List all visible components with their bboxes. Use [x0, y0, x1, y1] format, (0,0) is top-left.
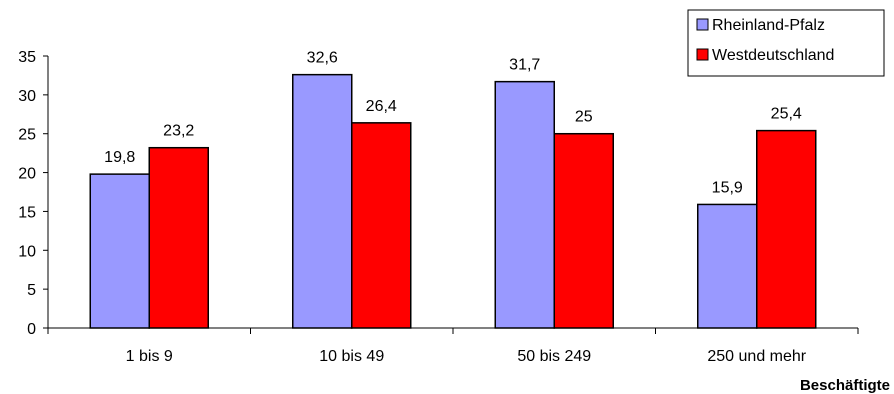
- y-tick-label: 30: [18, 88, 36, 105]
- bar-rheinland-pfalz: [697, 203, 758, 329]
- data-label: 15,9: [712, 179, 743, 196]
- bars: [89, 73, 817, 329]
- legend-swatch: [696, 18, 709, 31]
- bar-westdeutschland: [148, 146, 209, 329]
- data-label: 25,4: [771, 106, 802, 123]
- bar-westdeutschland: [351, 122, 412, 329]
- x-tick-label: 250 und mehr: [707, 348, 806, 365]
- data-label: 19,8: [104, 149, 135, 166]
- bar-westdeutschland: [553, 132, 614, 329]
- legend: Rheinland-Pfalz Westdeutschland: [687, 9, 885, 77]
- bar-rheinland-pfalz: [89, 173, 150, 329]
- y-tick-label: 0: [27, 321, 36, 338]
- y-tick-label: 25: [18, 127, 36, 144]
- legend-swatch: [696, 48, 709, 61]
- y-tick-label: 35: [18, 49, 36, 66]
- bar-rheinland-pfalz: [292, 73, 353, 329]
- x-tick-label: 10 bis 49: [319, 348, 384, 365]
- y-tick-label: 20: [18, 166, 36, 183]
- bar-rheinland-pfalz: [494, 80, 555, 329]
- legend-label: Westdeutschland: [712, 47, 834, 64]
- legend-frame: [687, 9, 885, 77]
- x-axis-title: Beschäftigte: [800, 377, 890, 394]
- data-label: 32,6: [307, 50, 338, 67]
- data-label: 26,4: [366, 98, 397, 115]
- x-tick-label: 50 bis 249: [517, 348, 591, 365]
- data-label: 23,2: [163, 123, 194, 140]
- y-tick-label: 15: [18, 204, 36, 221]
- bar-westdeutschland: [756, 129, 817, 329]
- data-label: 25: [575, 109, 593, 126]
- y-tick-label: 10: [18, 243, 36, 260]
- y-tick-label: 5: [27, 282, 36, 299]
- data-labels: 19,8 32,6 31,7 15,9 23,2 26,4 25 25,4: [104, 50, 802, 197]
- axes: 0 5 10 15 20 25 30 35 1 bis 9 10 bis 49 50 bis 249…: [18, 49, 859, 365]
- legend-label: Rheinland-Pfalz: [712, 17, 825, 34]
- x-tick-label: 1 bis 9: [126, 348, 173, 365]
- data-label: 31,7: [509, 57, 540, 74]
